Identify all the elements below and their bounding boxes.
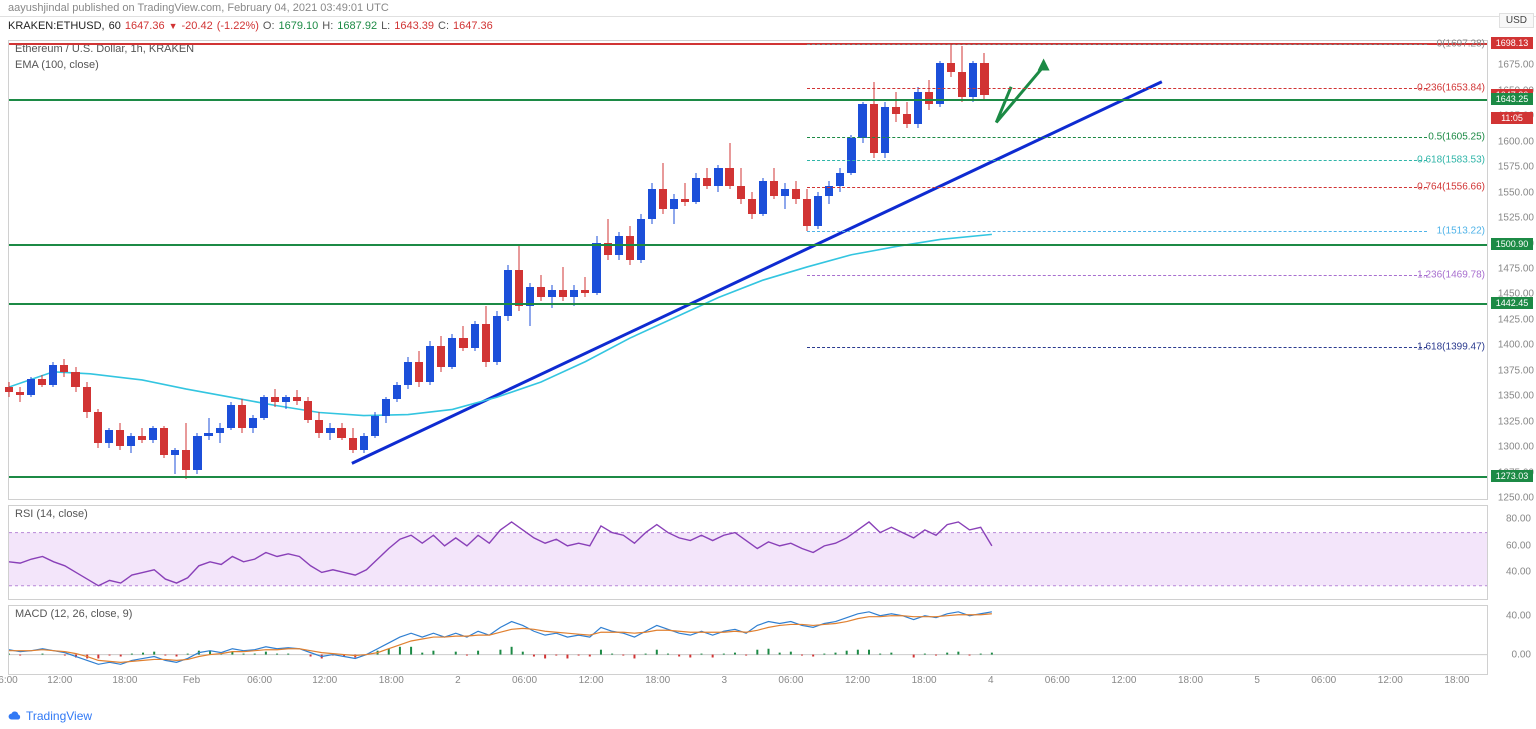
price-tag: 1442.45 [1491, 297, 1533, 309]
x-axis-tick: Feb [183, 675, 200, 686]
fib-line[interactable] [807, 275, 1427, 276]
x-axis-tick: 6:00 [0, 675, 18, 686]
x-axis-tick: 06:00 [1311, 675, 1336, 686]
x-axis-tick: 12:00 [1378, 675, 1403, 686]
y-axis-currency: USD [1499, 13, 1534, 28]
ohlc-close: 1647.36 [453, 20, 493, 32]
fib-line[interactable] [807, 88, 1427, 89]
fib-label: 0.236(1653.84) [1417, 82, 1485, 93]
x-axis-tick: 18:00 [112, 675, 137, 686]
y-axis-tick: 1300.00 [1498, 442, 1534, 453]
x-axis-tick: 12:00 [312, 675, 337, 686]
y-axis-tick: 1525.00 [1498, 213, 1534, 224]
symbol-bar: KRAKEN:ETHUSD, 60 1647.36 ▼ -20.42 (-1.2… [0, 17, 1536, 35]
x-axis-tick: 18:00 [912, 675, 937, 686]
horizontal-line[interactable] [9, 476, 1487, 478]
fib-line[interactable] [807, 187, 1427, 188]
fib-label: 0.5(1605.25) [1428, 132, 1485, 143]
change: -20.42 [182, 20, 213, 32]
horizontal-line[interactable] [9, 99, 1487, 101]
timestamp: February 04, 2021 03:49:01 UTC [227, 2, 388, 14]
price-tag: 1273.03 [1491, 470, 1533, 482]
fib-line[interactable] [807, 160, 1427, 161]
rsi-tick: 60.00 [1506, 540, 1531, 551]
x-axis-tick: 12:00 [1111, 675, 1136, 686]
time-axis: 6:0012:0018:00Feb06:0012:0018:00206:0012… [8, 675, 1488, 695]
fib-line[interactable] [807, 44, 1427, 45]
countdown-tag: 11:05 [1491, 112, 1533, 124]
rsi-panel[interactable]: RSI (14, close) 40.0060.0080.00 [8, 505, 1488, 600]
x-axis-tick: 06:00 [1045, 675, 1070, 686]
y-axis-tick: 1600.00 [1498, 136, 1534, 147]
fib-label: 1.618(1399.47) [1417, 341, 1485, 352]
price-tag: 1643.25 [1491, 93, 1533, 105]
x-axis-tick: 12:00 [47, 675, 72, 686]
last-price: 1647.36 [125, 20, 165, 32]
x-axis-tick: 06:00 [247, 675, 272, 686]
fib-label: 0.618(1583.53) [1417, 154, 1485, 165]
tradingview-brand[interactable]: TradingView [8, 709, 92, 723]
x-axis-tick: 3 [722, 675, 728, 686]
macd-tick: 0.00 [1512, 649, 1531, 660]
ohlc-low: 1643.39 [394, 20, 434, 32]
y-axis-tick: 1425.00 [1498, 314, 1534, 325]
rsi-tick: 40.00 [1506, 567, 1531, 578]
x-axis-tick: 12:00 [579, 675, 604, 686]
y-axis-tick: 1475.00 [1498, 264, 1534, 275]
macd-panel[interactable]: MACD (12, 26, close, 9) 0.0040.00 [8, 605, 1488, 675]
horizontal-line[interactable] [9, 303, 1487, 305]
y-axis-tick: 1375.00 [1498, 365, 1534, 376]
price-tag: 1500.90 [1491, 238, 1533, 250]
fib-label: 0(1697.28) [1437, 38, 1485, 49]
y-axis-tick: 1250.00 [1498, 493, 1534, 504]
y-axis-tick: 1575.00 [1498, 162, 1534, 173]
x-axis-tick: 18:00 [379, 675, 404, 686]
author: aayushjindal [8, 2, 69, 14]
exchange-pair: KRAKEN:ETHUSD, [8, 20, 105, 32]
x-axis-tick: 18:00 [1444, 675, 1469, 686]
interval: 60 [109, 20, 121, 32]
ohlc-open: 1679.10 [279, 20, 319, 32]
fib-label: 1.236(1469.78) [1417, 270, 1485, 281]
fib-line[interactable] [807, 347, 1427, 348]
x-axis-tick: 2 [455, 675, 461, 686]
y-axis-tick: 1350.00 [1498, 391, 1534, 402]
fib-line[interactable] [807, 231, 1427, 232]
y-axis-tick: 1325.00 [1498, 416, 1534, 427]
change-pct: (-1.22%) [217, 20, 259, 32]
rsi-tick: 80.00 [1506, 514, 1531, 525]
price-chart[interactable]: Ethereum / U.S. Dollar, 1h, KRAKEN EMA (… [8, 40, 1488, 500]
ohlc-high: 1687.92 [337, 20, 377, 32]
fib-label: 0.764(1556.66) [1417, 181, 1485, 192]
price-tag: 1698.13 [1491, 37, 1533, 49]
x-axis-tick: 4 [988, 675, 994, 686]
cloud-icon [8, 709, 22, 723]
fib-line[interactable] [807, 137, 1427, 138]
x-axis-tick: 06:00 [512, 675, 537, 686]
macd-tick: 40.00 [1506, 610, 1531, 621]
y-axis-tick: 1400.00 [1498, 340, 1534, 351]
x-axis-tick: 18:00 [1178, 675, 1203, 686]
y-axis-tick: 1675.00 [1498, 60, 1534, 71]
x-axis-tick: 12:00 [845, 675, 870, 686]
x-axis-tick: 18:00 [645, 675, 670, 686]
x-axis-tick: 06:00 [778, 675, 803, 686]
y-axis-tick: 1550.00 [1498, 187, 1534, 198]
x-axis-tick: 5 [1254, 675, 1260, 686]
fib-label: 1(1513.22) [1437, 226, 1485, 237]
published-on: published on TradingView.com, [72, 2, 224, 14]
horizontal-line[interactable] [9, 244, 1487, 246]
